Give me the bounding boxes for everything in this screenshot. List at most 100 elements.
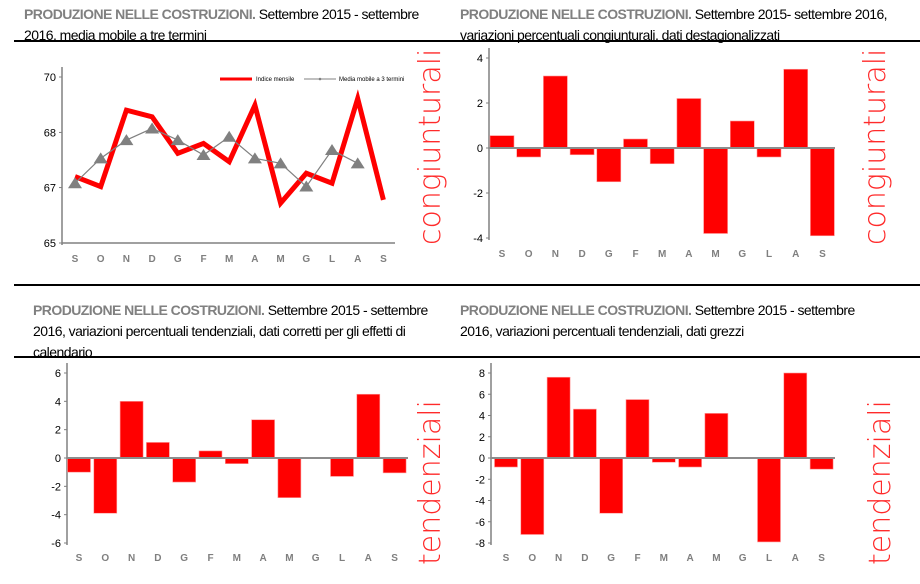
y-tick-label: 8 <box>479 368 485 380</box>
x-tick-label: F <box>200 254 206 265</box>
bar <box>67 457 91 473</box>
y-tick-label: -6 <box>475 517 485 529</box>
x-tick-label: S <box>503 553 510 564</box>
moving-average-marker <box>68 177 82 189</box>
bar <box>756 147 782 158</box>
x-tick-label: M <box>658 249 666 260</box>
x-tick-label: L <box>766 553 772 564</box>
y-tick-label: -4 <box>475 496 485 508</box>
bar <box>277 457 302 498</box>
title-rest: Settembre 2015 - settembre 2016, variazi… <box>460 302 855 339</box>
x-tick-label: M <box>233 553 241 564</box>
x-tick-label: M <box>711 249 719 260</box>
x-tick-label: D <box>154 553 161 564</box>
bar <box>93 457 118 514</box>
x-tick-label: O <box>528 553 536 564</box>
bar <box>543 75 568 149</box>
x-tick-label: L <box>339 553 345 564</box>
y-tick-label: 4 <box>55 396 61 408</box>
y-tick-label: 6 <box>55 368 61 380</box>
y-tick-label: 2 <box>55 425 61 437</box>
bar <box>810 147 835 237</box>
y-tick-label: 0 <box>55 453 61 465</box>
bar <box>382 457 407 474</box>
side-label: tendenziali <box>413 400 448 565</box>
bar <box>146 442 170 459</box>
bar <box>625 399 650 459</box>
y-tick-label: 6 <box>479 389 485 401</box>
x-tick-label: O <box>525 249 533 260</box>
x-tick-label: N <box>123 254 130 265</box>
x-tick-label: L <box>766 249 772 260</box>
x-tick-label: A <box>259 553 266 564</box>
bar <box>704 413 729 459</box>
x-tick-label: A <box>685 249 692 260</box>
x-tick-label: S <box>819 249 826 260</box>
title-rest: Settembre 2015 - settembre 2016, media m… <box>24 6 419 43</box>
bar <box>198 450 223 459</box>
x-tick-label: D <box>148 254 155 265</box>
chart-1: 65 67 68 70 S O N D G F M A M G L A S Indice mensile Media… <box>44 49 448 265</box>
bar <box>573 408 597 459</box>
bar <box>330 457 354 477</box>
x-tick-label: A <box>354 254 361 265</box>
moving-average-marker <box>93 152 108 164</box>
y-tick-label: -2 <box>473 188 483 200</box>
y-tick-label: 2 <box>477 98 483 110</box>
x-tick-label: M <box>712 553 720 564</box>
moving-average-marker <box>222 130 237 142</box>
x-tick-label: N <box>555 553 562 564</box>
x-tick-label: G <box>739 553 747 564</box>
title-lead: PRODUZIONE NELLE COSTRUZIONI. <box>24 6 256 22</box>
x-tick-label: D <box>581 553 588 564</box>
x-tick-label: S <box>391 553 398 564</box>
x-tick-label: G <box>605 249 613 260</box>
x-tick-label: G <box>607 553 615 564</box>
x-tick-label: A <box>792 553 799 564</box>
moving-average-marker <box>273 157 288 169</box>
bar <box>569 147 595 156</box>
panel-title-2: PRODUZIONE NELLE COSTRUZIONI. Settembre … <box>460 4 910 46</box>
bar <box>678 457 702 468</box>
x-tick-label: G <box>302 254 310 265</box>
x-tick-label: L <box>329 254 335 265</box>
bar <box>757 457 781 543</box>
x-tick-label: M <box>276 254 284 265</box>
x-tick-label: S <box>76 553 83 564</box>
side-label: tendenziali <box>863 400 898 565</box>
x-tick-label: M <box>660 553 668 564</box>
bar <box>623 138 648 149</box>
legend-label-indice: Indice mensile <box>256 77 295 83</box>
x-tick-label: F <box>632 249 638 260</box>
bar <box>783 68 809 149</box>
bar <box>119 401 144 459</box>
divider-bottom <box>14 356 920 358</box>
x-tick-label: S <box>499 249 506 260</box>
y-tick-label: 4 <box>479 411 485 423</box>
bar <box>516 147 542 158</box>
series-line-indice-mensile <box>74 89 386 209</box>
moving-average-marker <box>170 134 185 146</box>
x-tick-label: N <box>128 553 135 564</box>
bar <box>809 457 834 470</box>
y-tick-label: 4 <box>477 53 483 65</box>
x-tick-label: G <box>738 249 746 260</box>
panel-title-4: PRODUZIONE NELLE COSTRUZIONI. Settembre … <box>460 300 880 342</box>
bar <box>251 419 275 459</box>
y-tick-label: 67 <box>44 183 56 195</box>
x-tick-label: S <box>818 553 825 564</box>
x-tick-label: G <box>174 254 182 265</box>
title-rest: Settembre 2015- settembre 2016, variazio… <box>460 6 888 43</box>
y-tick-label: -2 <box>475 474 485 486</box>
x-tick-label: S <box>72 254 79 265</box>
moving-average-marker <box>350 157 365 169</box>
y-tick-label: 2 <box>479 432 485 444</box>
side-label: congiunturali <box>413 49 448 245</box>
y-tick-label: -2 <box>51 481 61 493</box>
moving-average-marker <box>299 180 314 192</box>
title-lead: PRODUZIONE NELLE COSTRUZIONI. <box>460 302 692 318</box>
divider-middle <box>14 284 920 286</box>
